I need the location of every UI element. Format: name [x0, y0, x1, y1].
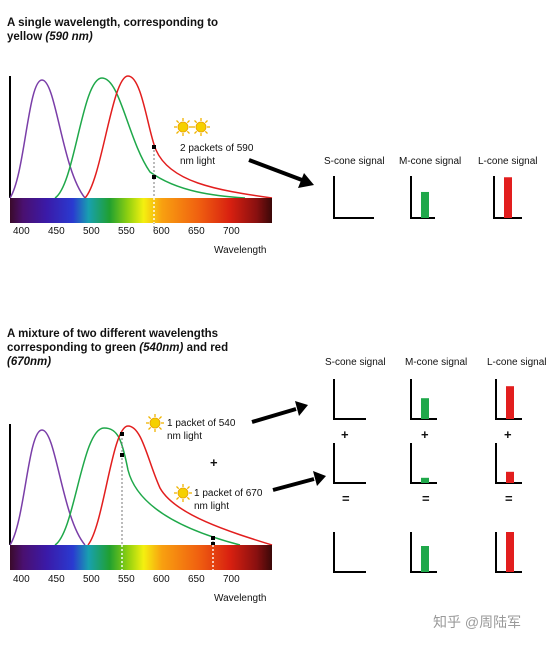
panel2-row1-m-cone-box-bar [421, 398, 429, 419]
sun-icon [174, 118, 192, 136]
panel2-s-cone-curve [9, 429, 86, 546]
s-equals-sign: = [342, 491, 350, 506]
m-equals-sign: = [422, 491, 430, 506]
panel1-m-cone-curve [54, 77, 246, 199]
panel2-row3-s-cone-box [333, 532, 366, 573]
panel1-m-cone-box [410, 176, 435, 219]
m-plus-sign: + [421, 427, 429, 442]
panel2-row2-l-cone-box [495, 443, 522, 484]
panel1-l-cone-box [493, 176, 522, 219]
watermark: 知乎 @周陆军 [433, 614, 522, 630]
panel1-l-cone-box-bar [504, 177, 512, 218]
panel2-row2-m-cone-box-bar [421, 477, 429, 483]
panel2-spectrum-bar [10, 545, 272, 570]
panel2-plus-sign: + [210, 455, 218, 470]
panel1-spectrum-bar [10, 198, 272, 223]
panel2-row2-l-cone-box-bar [506, 471, 514, 483]
panel1-l-cone-curve [84, 75, 273, 199]
panel1-m-intersection-dot [152, 175, 156, 179]
panel2-sensitivity-plot [9, 424, 273, 570]
panel1-s-cone-label: S-cone signal [324, 156, 385, 167]
panel2-row1-s-cone-box [333, 379, 366, 420]
panel2-tick-450: 450 [48, 574, 65, 585]
sun-icon [146, 414, 164, 432]
panel2-row3-m-cone-box-bar [421, 546, 429, 572]
panel1-axis-label: Wavelength [214, 245, 267, 256]
panel1-tick-600: 600 [153, 226, 170, 237]
panel2-axis-label: Wavelength [214, 593, 267, 604]
panel2-tick-600: 600 [153, 574, 170, 585]
panel2-row1-l-cone-box [495, 379, 522, 420]
panel2-title-red: (670nm) [7, 356, 52, 368]
panel1-title-text: A single wavelength, corresponding to ye… [7, 17, 219, 43]
panel1-l-intersection-dot [152, 145, 156, 149]
l-equals-sign: = [505, 491, 513, 506]
panel1-tick-650: 650 [188, 226, 205, 237]
panel1-m-cone-label: M-cone signal [399, 156, 462, 167]
cone-signal-boxes [333, 176, 522, 573]
panel2-row1-m-cone-box [410, 379, 437, 420]
panel2-row3-l-cone-box [495, 532, 522, 573]
panel2-title-line1: A mixture of two different wavelengths [7, 328, 219, 340]
arrow-icon [272, 471, 326, 492]
panel1-tick-450: 450 [48, 226, 65, 237]
panel2-title: A mixture of two different wavelengths c… [7, 327, 267, 369]
panel1-s-cone-curve [9, 79, 86, 199]
panel2-tick-400: 400 [13, 574, 30, 585]
sun-icon [174, 484, 192, 502]
panel2-670-m-dot [211, 542, 215, 546]
sun-icon [192, 118, 210, 136]
panel2-row3-m-cone-box [410, 532, 437, 573]
panel1-tick-400: 400 [13, 226, 30, 237]
panel2-540-m-dot [120, 453, 124, 457]
panel1-tick-550: 550 [118, 226, 135, 237]
panel1-sensitivity-plot [9, 75, 273, 228]
panel2-m-cone-label: M-cone signal [405, 357, 468, 368]
panel1-s-cone-box [333, 176, 374, 219]
panel2-540-l-dot [120, 432, 124, 436]
panel2-l-cone-label: L-cone signal [487, 357, 547, 368]
s-plus-sign: + [341, 427, 349, 442]
panel2-540-note: 1 packet of 540 nm light [167, 418, 236, 442]
panel2-row2-m-cone-box [410, 443, 437, 484]
panel1-title: A single wavelength, corresponding to ye… [7, 16, 242, 44]
arrow-icon [251, 401, 308, 424]
panel2-row3-l-cone-box-bar [506, 532, 514, 572]
panel2-row1-l-cone-box-bar [506, 386, 514, 419]
panel2-l-cone-curve [87, 425, 273, 546]
panel2-row2-s-cone-box [333, 443, 366, 484]
panel1-tick-500: 500 [83, 226, 100, 237]
panel1-light-note: 2 packets of 590 nm light [180, 143, 254, 167]
panel2-tick-700: 700 [223, 574, 240, 585]
panel2-title-line2: corresponding to green [7, 342, 140, 354]
panel1-m-cone-box-bar [421, 191, 429, 218]
panel2-title-green: (540nm) [139, 342, 184, 354]
panel2-s-cone-label: S-cone signal [325, 357, 386, 368]
panel1-tick-700: 700 [223, 226, 240, 237]
panel2-670-l-dot [211, 536, 215, 540]
panel2-tick-500: 500 [83, 574, 100, 585]
panel2-670-note: 1 packet of 670 nm light [194, 488, 263, 512]
panel1-l-cone-label: L-cone signal [478, 156, 538, 167]
panel2-tick-550: 550 [118, 574, 135, 585]
arrow-icon [248, 158, 314, 188]
panel2-title-and-red: and red [183, 342, 229, 354]
panel1-title-wavelength: (590 nm) [45, 31, 93, 43]
panel2-tick-650: 650 [188, 574, 205, 585]
l-plus-sign: + [504, 427, 512, 442]
